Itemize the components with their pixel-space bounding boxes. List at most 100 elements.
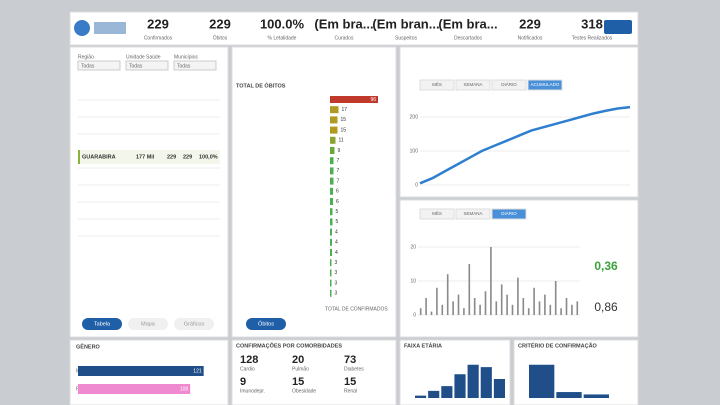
death-bar <box>330 289 332 297</box>
chart-tab[interactable] <box>419 79 455 91</box>
death-value: 3 <box>335 280 338 286</box>
death-bar <box>330 228 332 236</box>
death-bar <box>330 157 334 165</box>
daily-bar <box>554 281 557 315</box>
line <box>419 105 631 185</box>
daily-bar <box>576 301 579 315</box>
kpi-label: Suspeitos <box>395 35 417 41</box>
tab-button[interactable] <box>174 318 214 330</box>
daily-bar <box>544 294 546 315</box>
bar <box>529 364 555 398</box>
bar <box>467 364 479 398</box>
comorb-value: 128 <box>240 354 258 366</box>
daily-bar <box>533 287 535 315</box>
death-bar <box>330 177 334 185</box>
kpi-label: Testes Realizados <box>572 35 613 41</box>
chart-tab-label: DIÁRIO <box>501 81 517 87</box>
comorb-value: 15 <box>344 376 356 388</box>
kpi-value: (Em bra... <box>438 16 497 31</box>
daily-bar <box>522 298 525 315</box>
kpi-value: 100.0% <box>260 16 305 31</box>
daily-bar <box>468 264 471 315</box>
daily-bar <box>549 304 552 315</box>
y-tick-label: 10 <box>410 278 416 284</box>
death-bar <box>330 126 338 134</box>
death-value: 96 <box>370 97 376 103</box>
comorb-value: 15 <box>292 376 304 388</box>
rt-value: 0,86 <box>594 300 618 314</box>
tab-label: Mapa <box>141 321 156 327</box>
deaths-button[interactable] <box>246 318 286 330</box>
filter-value: Todas <box>81 63 95 69</box>
daily-bar <box>425 298 427 315</box>
kpi-label: % Letalidade <box>268 35 297 41</box>
daily-bar <box>490 247 492 315</box>
kpi-label: Descartados <box>454 35 483 41</box>
kpi-label: Confirmados <box>144 35 173 41</box>
chart-tab[interactable] <box>491 79 527 91</box>
deaths-title: TOTAL DE ÓBITOS <box>236 81 286 89</box>
daily-bar <box>527 308 530 315</box>
chart-tab-label: MÊS <box>432 80 442 87</box>
comorb-value: 9 <box>240 376 246 388</box>
bar <box>441 386 453 398</box>
table-cell: 100,0% <box>199 154 218 160</box>
daily-bar <box>495 301 498 315</box>
bar <box>428 390 440 398</box>
bar <box>556 392 582 398</box>
death-value: 4 <box>335 229 338 235</box>
comorb-label: Renal <box>344 388 357 394</box>
daily-bar <box>419 308 422 315</box>
y-tick-label: 100 <box>410 148 419 154</box>
chart-tab[interactable] <box>491 208 527 220</box>
bar <box>583 394 609 398</box>
tab-button[interactable] <box>82 318 122 330</box>
kpi-label: Óbitos <box>213 34 228 41</box>
filter-label: Região <box>78 54 94 60</box>
kpi-value: 229 <box>209 16 231 31</box>
death-bar <box>330 249 332 256</box>
filter-value: Todas <box>177 63 191 69</box>
daily-bar <box>441 304 444 315</box>
daily-bar <box>560 308 562 315</box>
death-bar <box>330 279 332 287</box>
daily-bar <box>430 311 433 315</box>
chart-tab[interactable] <box>455 208 491 220</box>
death-bar <box>330 269 332 277</box>
panel <box>69 11 639 46</box>
filter-box[interactable] <box>173 60 217 71</box>
rt-value: 0,36 <box>594 259 618 273</box>
table-cell: 229 <box>167 154 176 160</box>
brand <box>604 20 632 34</box>
logo <box>74 20 90 36</box>
kpi-label: Notificados <box>518 35 543 41</box>
bar <box>454 374 466 398</box>
comorb-label: Imunodepr. <box>240 388 265 394</box>
table-cell: GUARABIRA <box>82 154 116 160</box>
chart-tab[interactable] <box>419 208 455 220</box>
daily-bar <box>463 308 465 315</box>
daily-bar <box>452 301 454 315</box>
kpi-value: 229 <box>147 16 169 31</box>
filter-box[interactable] <box>125 60 169 71</box>
death-value: 7 <box>337 168 340 174</box>
death-bar <box>330 116 338 124</box>
logo-text <box>94 22 126 34</box>
death-value: 11 <box>339 138 344 144</box>
y-tick-label: 0 <box>415 182 418 188</box>
filter-box[interactable] <box>77 60 121 71</box>
chart-tab-label: DIÁRIO <box>501 210 517 216</box>
daily-bar <box>436 287 438 315</box>
death-bar <box>330 96 378 103</box>
death-bar <box>330 218 333 226</box>
death-value: 9 <box>338 148 341 154</box>
tab-button[interactable] <box>128 318 168 330</box>
gender-bar <box>78 384 191 394</box>
death-value: 5 <box>336 219 339 225</box>
death-bar <box>330 167 334 175</box>
panel <box>231 46 397 338</box>
chart-tab[interactable] <box>527 79 563 91</box>
chart-tab[interactable] <box>455 79 491 91</box>
daily-bar <box>571 304 573 315</box>
